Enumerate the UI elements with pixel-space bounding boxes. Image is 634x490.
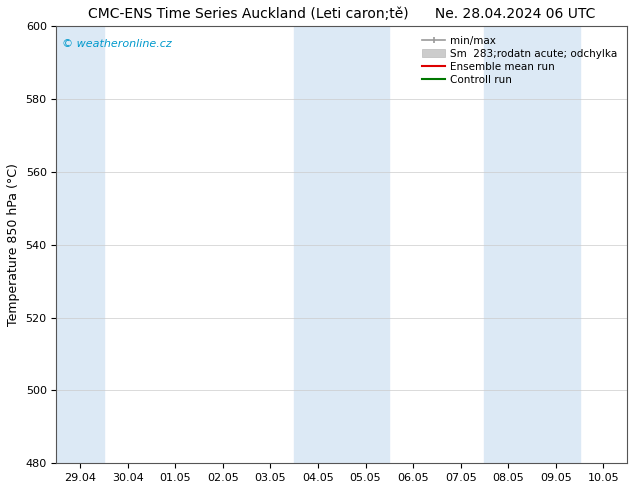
Text: © weatheronline.cz: © weatheronline.cz <box>62 39 172 49</box>
Y-axis label: Temperature 850 hPa (°C): Temperature 850 hPa (°C) <box>7 163 20 326</box>
Bar <box>56 26 104 464</box>
Title: CMC-ENS Time Series Auckland (Leti caron;tě)      Ne. 28.04.2024 06 UTC: CMC-ENS Time Series Auckland (Leti caron… <box>88 7 595 21</box>
Legend: min/max, Sm  283;rodatn acute; odchylka, Ensemble mean run, Controll run: min/max, Sm 283;rodatn acute; odchylka, … <box>418 31 622 89</box>
Bar <box>294 26 389 464</box>
Bar <box>484 26 579 464</box>
